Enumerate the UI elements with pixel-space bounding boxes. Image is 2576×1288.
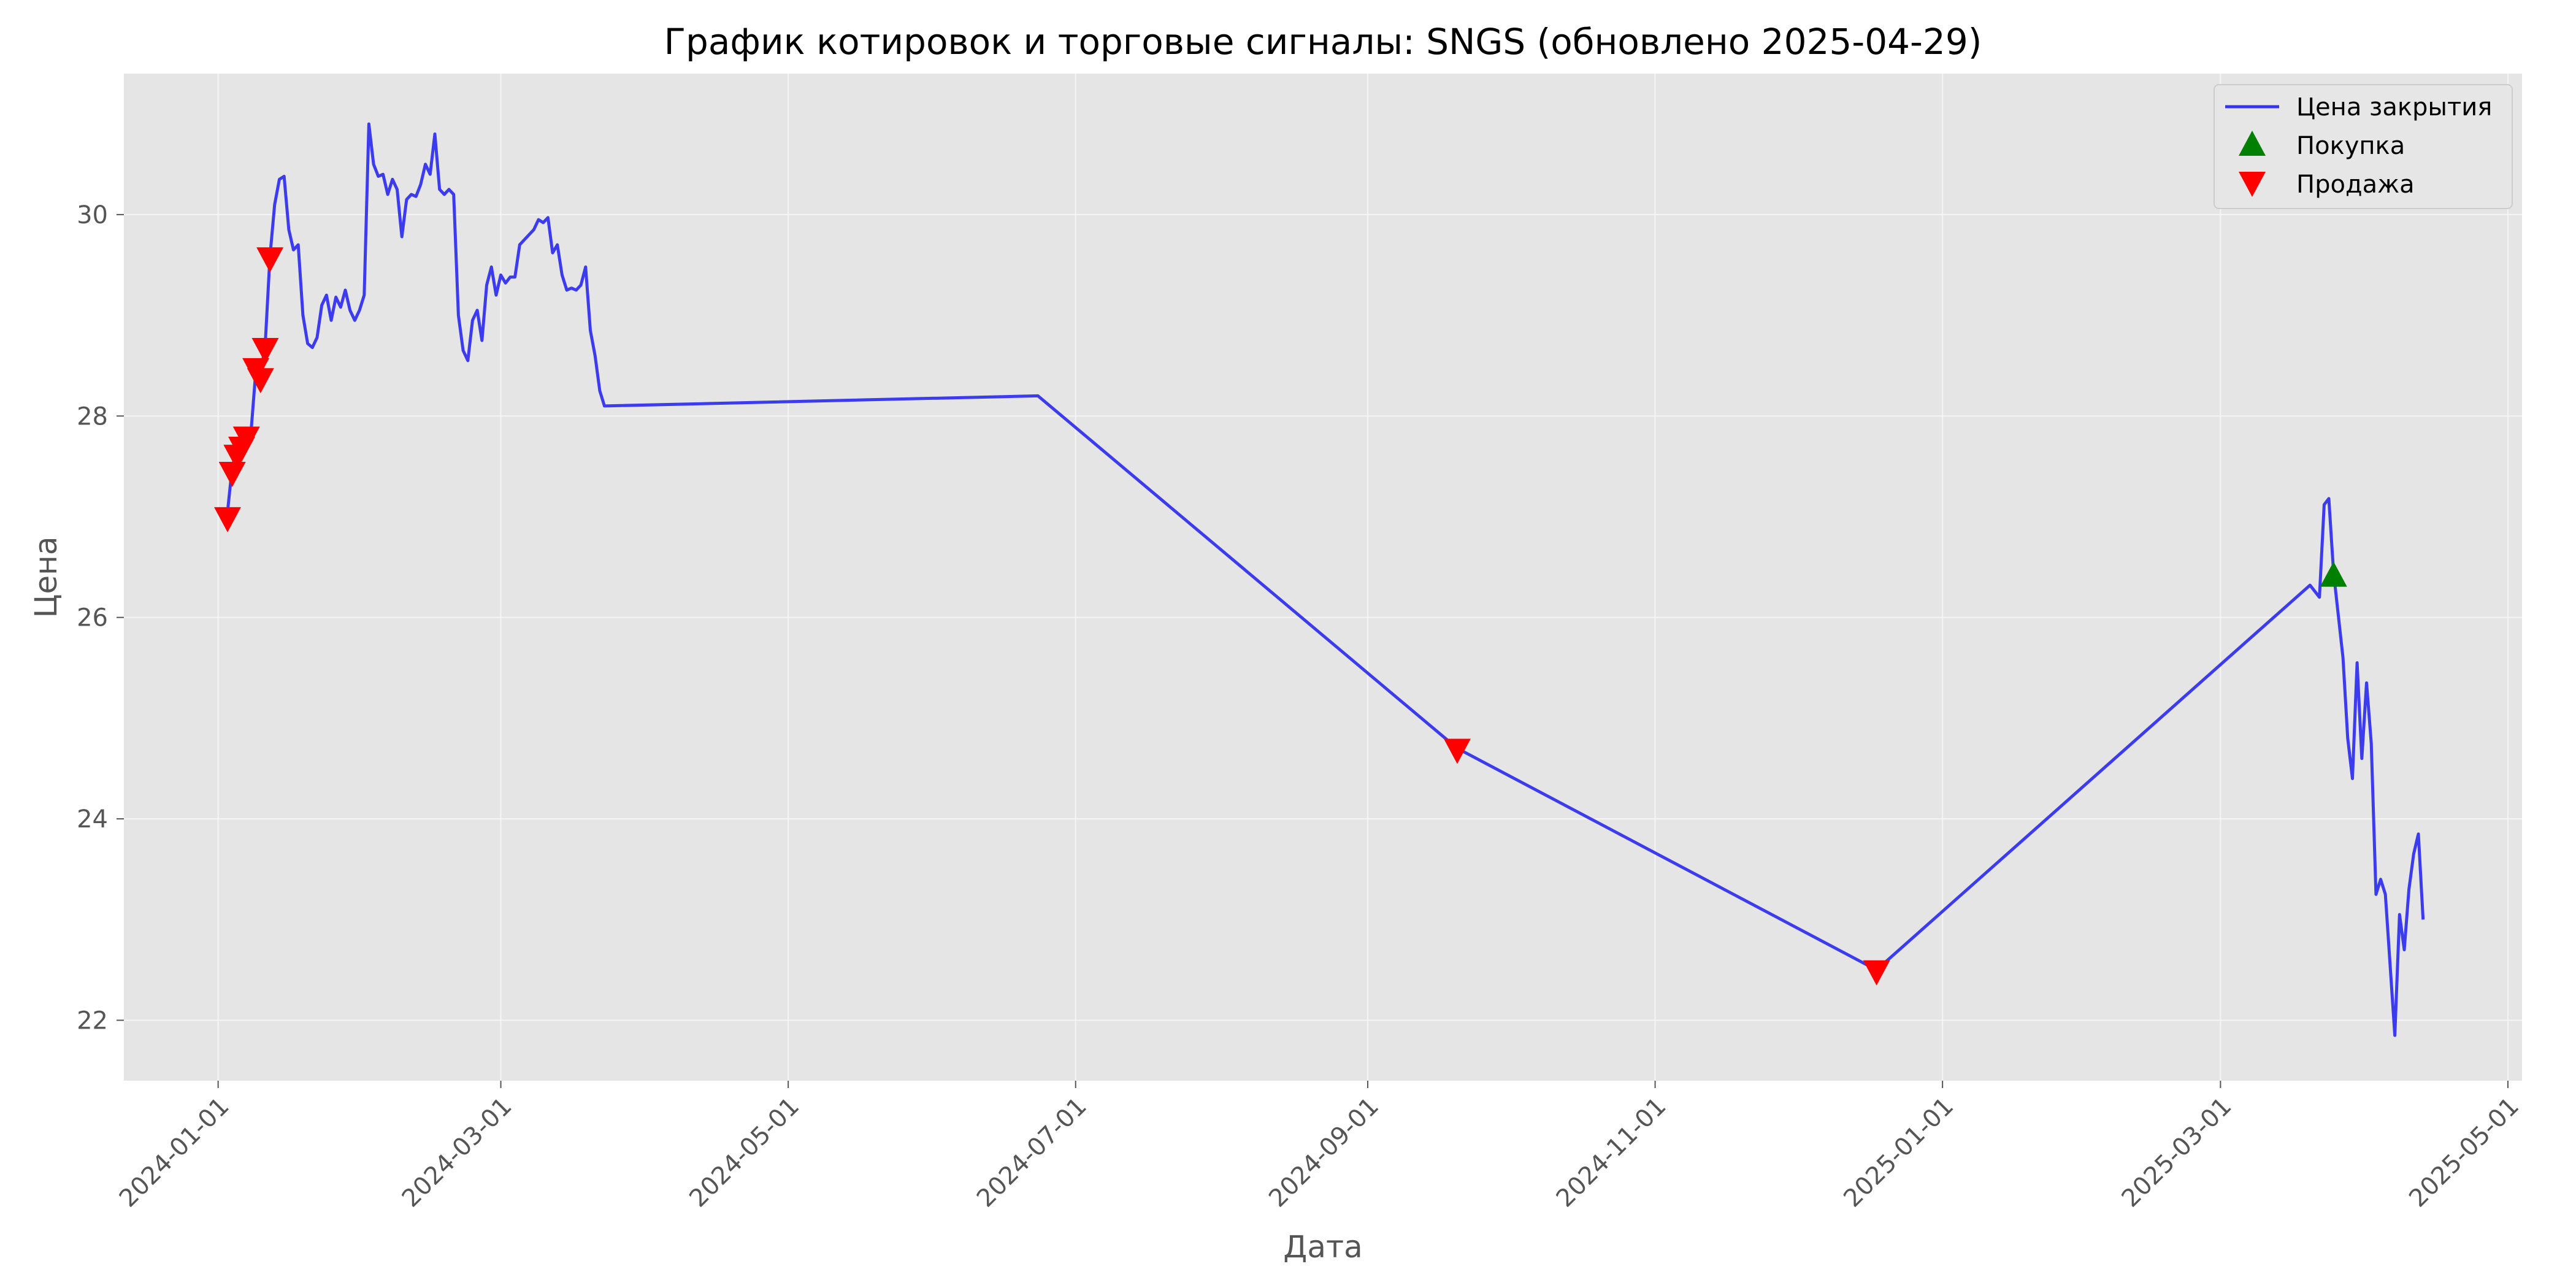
legend: Цена закрытия Покупка Продажа [2214, 84, 2513, 209]
legend-label-sell: Продажа [2296, 171, 2415, 199]
chart-title: График котировок и торговые сигналы: SNG… [664, 21, 1982, 63]
sell-signal-marker [256, 247, 284, 273]
y-axis-label: Цена [28, 537, 64, 618]
sell-signal-marker [1443, 738, 1471, 764]
markers-layer [213, 247, 2347, 986]
y-tick-label: 22 [77, 1006, 108, 1035]
buy-signal-marker [2320, 561, 2347, 587]
sell-signal-marker [247, 368, 274, 394]
legend-box [2214, 84, 2513, 209]
sell-signal-marker [218, 462, 246, 488]
y-tick-label: 30 [77, 201, 108, 229]
sell-signal-marker [1863, 960, 1890, 986]
x-axis-label: Дата [1283, 1229, 1362, 1265]
y-tick-label: 28 [77, 402, 108, 431]
grid [124, 74, 2522, 1081]
y-tick-label: 26 [77, 604, 108, 632]
y-tick-label: 24 [77, 805, 108, 834]
series-layer [226, 122, 2425, 1037]
sell-signal-marker [251, 338, 279, 364]
sell-signal-marker [232, 426, 260, 452]
close-price-line [226, 122, 2425, 1037]
plot-area [124, 74, 2522, 1081]
legend-label-buy: Покупка [2296, 132, 2405, 160]
legend-label-close: Цена закрытия [2296, 93, 2492, 121]
sell-signal-marker [213, 507, 241, 532]
legend-buy-marker [2239, 131, 2266, 156]
legend-sell-marker [2239, 172, 2266, 197]
